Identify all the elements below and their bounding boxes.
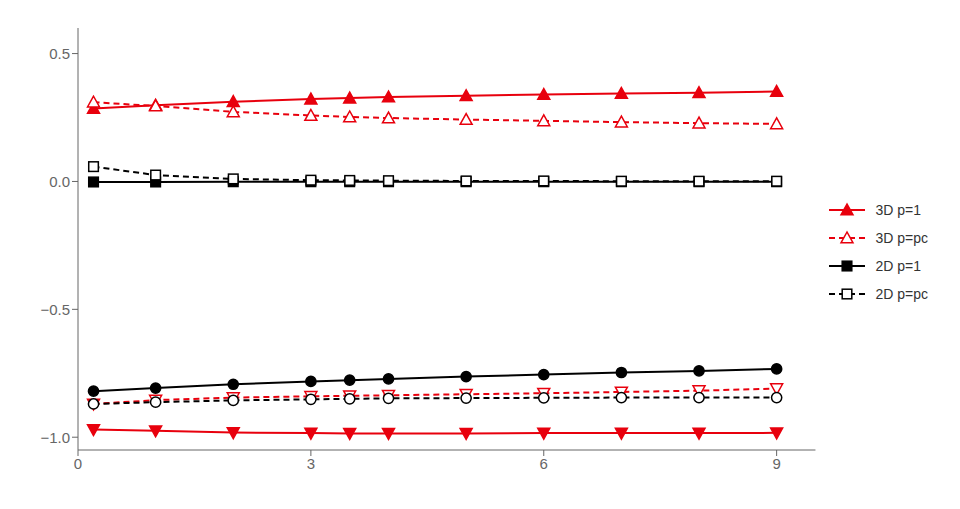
svg-text:9: 9 [772, 455, 780, 472]
html-text:2D p=pc: 2D p=pc [875, 286, 928, 302]
html-text:2D p=1: 2D p=1 [875, 258, 921, 274]
svg-text:0: 0 [74, 455, 82, 472]
svg-text:0.0: 0.0 [49, 173, 70, 190]
svg-text:3: 3 [307, 455, 315, 472]
html-text:3D p=1: 3D p=1 [875, 202, 921, 218]
svg-text:6: 6 [540, 455, 548, 472]
svg-text:0.5: 0.5 [49, 45, 70, 62]
svg-text:−1.0: −1.0 [40, 429, 70, 446]
svg-text:−0.5: −0.5 [40, 301, 70, 318]
html-text:3D p=pc: 3D p=pc [875, 230, 928, 246]
